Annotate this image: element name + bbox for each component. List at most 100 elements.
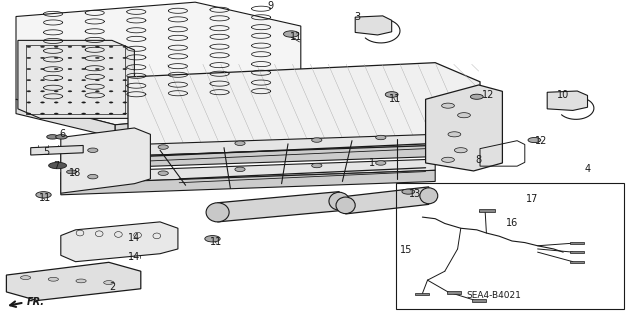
Ellipse shape bbox=[329, 192, 349, 210]
Ellipse shape bbox=[54, 113, 58, 114]
Text: 11: 11 bbox=[389, 94, 402, 104]
Ellipse shape bbox=[82, 113, 86, 114]
Polygon shape bbox=[435, 134, 480, 165]
Polygon shape bbox=[346, 187, 429, 214]
Ellipse shape bbox=[27, 57, 31, 58]
Text: 12: 12 bbox=[534, 136, 547, 146]
Bar bbox=[447, 291, 461, 294]
Text: 8: 8 bbox=[476, 155, 482, 165]
Text: 6: 6 bbox=[60, 129, 66, 139]
Polygon shape bbox=[61, 222, 178, 262]
Ellipse shape bbox=[82, 79, 86, 81]
Text: 14: 14 bbox=[128, 252, 141, 262]
Ellipse shape bbox=[68, 68, 72, 70]
Ellipse shape bbox=[104, 281, 114, 285]
Ellipse shape bbox=[95, 68, 99, 70]
Ellipse shape bbox=[40, 68, 44, 70]
Ellipse shape bbox=[123, 79, 127, 81]
Ellipse shape bbox=[68, 102, 72, 103]
Ellipse shape bbox=[442, 103, 454, 108]
Ellipse shape bbox=[109, 57, 113, 58]
Ellipse shape bbox=[40, 79, 44, 81]
Ellipse shape bbox=[27, 91, 31, 92]
Ellipse shape bbox=[27, 79, 31, 81]
Ellipse shape bbox=[95, 46, 99, 48]
Ellipse shape bbox=[88, 174, 98, 179]
Ellipse shape bbox=[205, 235, 220, 242]
Ellipse shape bbox=[54, 91, 58, 92]
Ellipse shape bbox=[67, 170, 77, 174]
Ellipse shape bbox=[158, 171, 168, 175]
Ellipse shape bbox=[56, 135, 67, 139]
Text: SEA4-B4021: SEA4-B4021 bbox=[466, 291, 521, 300]
Polygon shape bbox=[61, 170, 435, 195]
Ellipse shape bbox=[27, 113, 31, 114]
Ellipse shape bbox=[54, 68, 58, 70]
Ellipse shape bbox=[123, 57, 127, 58]
Ellipse shape bbox=[76, 279, 86, 283]
Ellipse shape bbox=[68, 46, 72, 48]
Ellipse shape bbox=[82, 46, 86, 48]
Polygon shape bbox=[61, 134, 435, 158]
Ellipse shape bbox=[49, 162, 67, 169]
Ellipse shape bbox=[454, 148, 467, 153]
Ellipse shape bbox=[20, 276, 31, 279]
Ellipse shape bbox=[68, 79, 72, 81]
Text: 15: 15 bbox=[400, 245, 413, 255]
Polygon shape bbox=[426, 85, 502, 171]
Text: 11: 11 bbox=[38, 193, 51, 203]
Ellipse shape bbox=[54, 57, 58, 58]
Polygon shape bbox=[6, 262, 141, 300]
Bar bbox=[479, 209, 495, 212]
Ellipse shape bbox=[448, 132, 461, 137]
Ellipse shape bbox=[95, 79, 99, 81]
Ellipse shape bbox=[420, 188, 438, 204]
Ellipse shape bbox=[528, 137, 541, 143]
Ellipse shape bbox=[48, 277, 58, 281]
Polygon shape bbox=[218, 192, 339, 222]
Text: 11: 11 bbox=[289, 32, 302, 42]
Polygon shape bbox=[115, 109, 301, 141]
Bar bbox=[570, 242, 584, 244]
Ellipse shape bbox=[54, 79, 58, 81]
Ellipse shape bbox=[54, 46, 58, 48]
Text: 16: 16 bbox=[506, 218, 518, 228]
Text: 10: 10 bbox=[557, 90, 570, 100]
Polygon shape bbox=[547, 91, 588, 110]
Bar bbox=[570, 251, 584, 253]
Polygon shape bbox=[61, 128, 150, 193]
Ellipse shape bbox=[82, 102, 86, 103]
Ellipse shape bbox=[88, 148, 98, 152]
Ellipse shape bbox=[442, 157, 454, 162]
Polygon shape bbox=[61, 145, 435, 169]
Ellipse shape bbox=[123, 91, 127, 92]
Ellipse shape bbox=[376, 135, 386, 140]
Ellipse shape bbox=[109, 102, 113, 103]
Text: 11: 11 bbox=[210, 237, 223, 247]
Ellipse shape bbox=[470, 94, 483, 99]
Ellipse shape bbox=[123, 113, 127, 114]
Text: 18: 18 bbox=[69, 167, 82, 178]
Text: 2: 2 bbox=[109, 282, 115, 292]
Bar bbox=[472, 299, 486, 302]
Text: 17: 17 bbox=[526, 194, 539, 204]
Ellipse shape bbox=[82, 68, 86, 70]
Polygon shape bbox=[16, 2, 301, 125]
Ellipse shape bbox=[47, 135, 58, 139]
Ellipse shape bbox=[158, 145, 168, 149]
Ellipse shape bbox=[40, 57, 44, 58]
Ellipse shape bbox=[68, 113, 72, 114]
Ellipse shape bbox=[312, 163, 322, 168]
Ellipse shape bbox=[109, 46, 113, 48]
Ellipse shape bbox=[40, 46, 44, 48]
Ellipse shape bbox=[54, 102, 58, 103]
Ellipse shape bbox=[109, 91, 113, 92]
Polygon shape bbox=[355, 16, 392, 35]
Ellipse shape bbox=[123, 68, 127, 70]
Ellipse shape bbox=[40, 102, 44, 103]
Ellipse shape bbox=[336, 197, 355, 214]
Polygon shape bbox=[31, 145, 83, 155]
Text: 4: 4 bbox=[584, 164, 591, 174]
Ellipse shape bbox=[235, 167, 245, 172]
Text: 7: 7 bbox=[53, 161, 60, 171]
